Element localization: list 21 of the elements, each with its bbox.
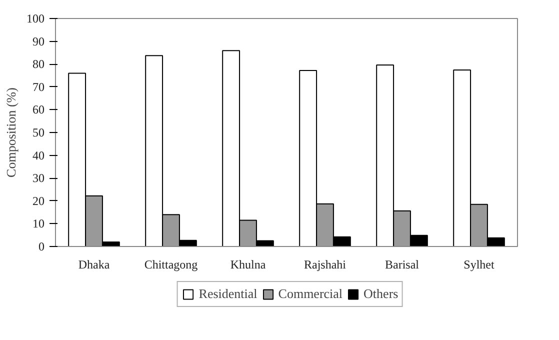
x-tick-label: Chittagong [144,258,198,272]
y-tick-label: 40 [32,148,44,162]
x-tick-label: Barisal [385,258,420,272]
legend-label: Commercial [278,286,343,302]
y-tick-label: 50 [32,126,44,140]
y-tick-label: 90 [32,34,44,48]
y-tick-label: 0 [38,240,44,254]
y-tick-label: 80 [32,57,44,72]
x-tick-label: Sylhet [464,258,495,272]
y-tick-label: 100 [26,12,44,26]
x-tick-label: Khulna [230,258,266,272]
x-tick-label: Rajshahi [304,258,347,272]
y-tick-label: 20 [32,194,44,208]
y-tick-label: 60 [32,102,44,117]
legend-label: Residential [198,286,258,302]
legend-label: Others [364,286,398,302]
x-tick-label: Dhaka [78,258,110,272]
y-tick-label: 70 [32,80,44,94]
y-tick-label: 30 [32,171,44,186]
y-axis-title: Composition (%) [4,88,18,178]
y-tick-label: 10 [32,216,44,231]
